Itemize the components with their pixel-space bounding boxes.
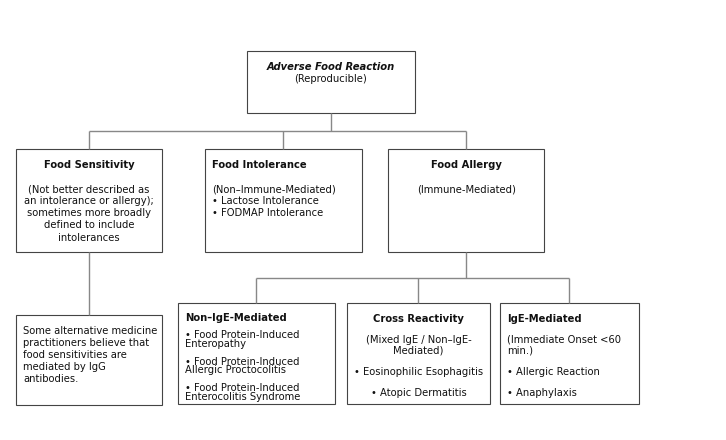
Text: Food Intolerance: Food Intolerance — [212, 160, 307, 170]
Text: • Atopic Dermatitis: • Atopic Dermatitis — [370, 388, 466, 398]
Text: Mediated): Mediated) — [393, 345, 444, 356]
FancyBboxPatch shape — [500, 303, 639, 404]
Text: Non–IgE-Mediated: Non–IgE-Mediated — [185, 312, 287, 323]
Text: sometimes more broadly: sometimes more broadly — [27, 209, 151, 218]
Text: • Allergic Reaction: • Allergic Reaction — [507, 367, 600, 377]
Text: Enteropathy: Enteropathy — [185, 339, 246, 349]
Text: (Not better described as: (Not better described as — [28, 184, 150, 194]
Text: • Food Protein-Induced: • Food Protein-Induced — [185, 357, 300, 367]
FancyBboxPatch shape — [388, 149, 544, 252]
Text: • Anaphylaxis: • Anaphylaxis — [507, 388, 577, 398]
Text: Enterocolitis Syndrome: Enterocolitis Syndrome — [185, 392, 301, 402]
FancyBboxPatch shape — [347, 303, 489, 404]
Text: (Immune-Mediated): (Immune-Mediated) — [417, 184, 515, 194]
Text: practitioners believe that: practitioners believe that — [23, 338, 150, 348]
Text: • Lactose Intolerance: • Lactose Intolerance — [212, 196, 319, 206]
Text: (Mixed IgE / Non–IgE-: (Mixed IgE / Non–IgE- — [366, 335, 471, 345]
FancyBboxPatch shape — [16, 149, 162, 252]
Text: • Food Protein-Induced: • Food Protein-Induced — [185, 383, 300, 393]
Text: Adverse Food Reaction: Adverse Food Reaction — [267, 62, 395, 72]
Text: an intolerance or allergy);: an intolerance or allergy); — [24, 196, 154, 206]
Text: food sensitivities are: food sensitivities are — [23, 350, 127, 360]
Text: • FODMAP Intolerance: • FODMAP Intolerance — [212, 209, 323, 218]
Text: (Immediate Onset <60: (Immediate Onset <60 — [507, 335, 621, 345]
Text: min.): min.) — [507, 345, 533, 356]
Text: antibodies.: antibodies. — [23, 374, 78, 385]
Text: • Food Protein-Induced: • Food Protein-Induced — [185, 330, 300, 340]
FancyBboxPatch shape — [178, 303, 335, 404]
Text: mediated by IgG: mediated by IgG — [23, 362, 106, 372]
FancyBboxPatch shape — [248, 51, 415, 113]
Text: Allergic Proctocolitis: Allergic Proctocolitis — [185, 366, 286, 375]
FancyBboxPatch shape — [16, 315, 162, 405]
Text: Cross Reactivity: Cross Reactivity — [373, 314, 464, 323]
Text: defined to include: defined to include — [44, 220, 134, 231]
Text: • Eosinophilic Esophagitis: • Eosinophilic Esophagitis — [354, 367, 483, 377]
Text: Food Allergy: Food Allergy — [431, 160, 502, 170]
FancyBboxPatch shape — [205, 149, 362, 252]
Text: IgE-Mediated: IgE-Mediated — [507, 314, 582, 323]
Text: Food Sensitivity: Food Sensitivity — [44, 160, 134, 170]
Text: (Reproducible): (Reproducible) — [295, 74, 367, 84]
Text: Some alternative medicine: Some alternative medicine — [23, 326, 158, 336]
Text: intolerances: intolerances — [58, 232, 120, 242]
Text: (Non–Immune-Mediated): (Non–Immune-Mediated) — [212, 184, 336, 194]
